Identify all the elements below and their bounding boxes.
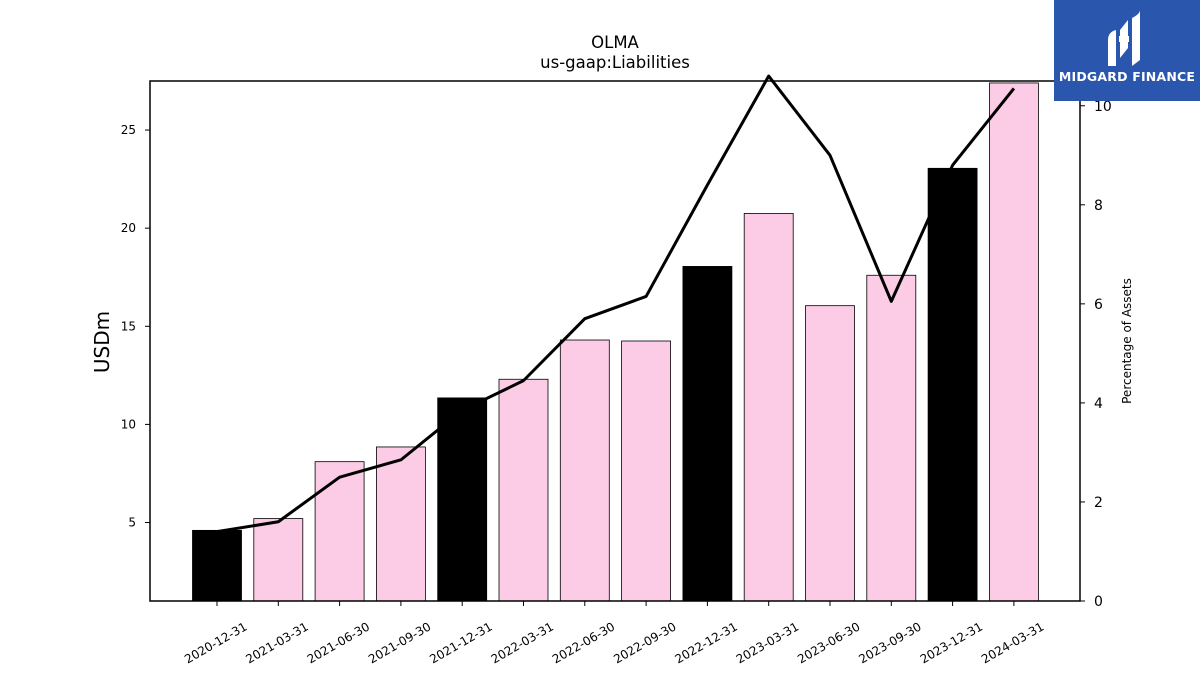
logo-mark-icon [1108, 10, 1140, 66]
x-tick-label: 2021-06-30 [305, 619, 372, 666]
y2-tick-label: 0 [1094, 594, 1103, 610]
x-tick-label: 2022-09-30 [611, 619, 678, 666]
y2-tick-label: 8 [1094, 198, 1103, 214]
bar [437, 397, 488, 602]
x-tick-label: 2023-09-30 [856, 619, 923, 666]
y2-tick-label: 2 [1094, 495, 1103, 511]
y-tick-label: 20 [121, 221, 136, 235]
bar [192, 529, 242, 602]
bar [559, 339, 610, 602]
x-tick-label: 2021-03-31 [243, 619, 310, 666]
x-tick-label: 2021-09-30 [366, 619, 433, 666]
y-axis-ticks: 5 10 15 20 25 [121, 123, 150, 530]
y-tick-label: 10 [121, 417, 136, 431]
y2-axis-ticks: 0 2 4 6 8 10 [1080, 99, 1112, 610]
bar [743, 213, 794, 602]
chart-title: OLMA [591, 33, 639, 52]
x-tick-label: 2024-03-31 [979, 619, 1046, 666]
x-tick-label: 2023-03-31 [734, 619, 801, 666]
x-tick-label: 2022-03-31 [489, 619, 556, 666]
logo-text: MIDGARD FINANCE [1058, 69, 1196, 84]
y-tick-label: 15 [121, 319, 136, 333]
y-tick-label: 25 [121, 123, 136, 137]
y2-tick-label: 6 [1094, 297, 1103, 313]
bar [682, 266, 733, 602]
bar [375, 446, 426, 602]
plot-frame [149, 80, 1081, 602]
x-tick-label: 2022-12-31 [672, 619, 739, 666]
x-tick-label: 2022-06-30 [550, 619, 617, 666]
x-axis-ticks: 2020-12-312021-03-312021-06-302021-09-30… [182, 601, 1046, 666]
x-tick-label: 2020-12-31 [182, 619, 249, 666]
bar [314, 461, 365, 602]
series-line [216, 74, 1016, 534]
x-tick-label: 2023-06-30 [795, 619, 862, 666]
y2-tick-label: 10 [1094, 99, 1112, 115]
y2-axis-label: Percentage of Assets [1120, 278, 1134, 404]
y-axis-label: USDm [90, 311, 114, 373]
bar [621, 340, 671, 602]
bar [498, 378, 549, 602]
bar [253, 518, 304, 602]
y2-tick-label: 4 [1094, 396, 1103, 412]
y-tick-label: 5 [128, 516, 136, 530]
x-tick-label: 2023-12-31 [918, 619, 985, 666]
bar [866, 274, 917, 602]
line-group [216, 74, 1016, 534]
bar-group [192, 82, 1039, 602]
x-tick-label: 2021-12-31 [427, 619, 494, 666]
bar [989, 82, 1039, 602]
brand-logo: MIDGARD FINANCE [1054, 0, 1200, 101]
chart-subtitle: us-gaap:Liabilities [540, 53, 690, 72]
bar [805, 305, 855, 602]
bar [927, 167, 978, 602]
